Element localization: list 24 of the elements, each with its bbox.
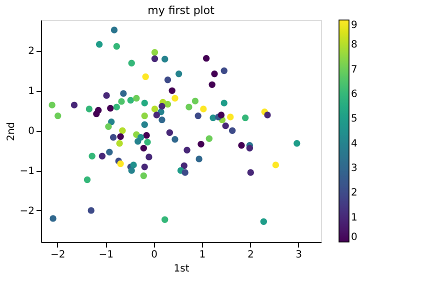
color-bar-label: 1	[351, 212, 358, 224]
color-bar-label: 3	[351, 163, 358, 174]
color-bar-label: 6	[351, 89, 358, 100]
x-tick-label: 3	[296, 250, 302, 260]
x-tick-label: 2	[247, 250, 254, 260]
color-bar-label: 9	[351, 20, 358, 31]
x-tick-label: −2	[50, 250, 66, 260]
color-bar-label: 5	[351, 114, 358, 125]
color-bar-label: 7	[351, 64, 358, 76]
x-tick-label: −1	[98, 250, 114, 260]
x-tick-label: 1	[199, 250, 206, 260]
y-tick-label: −2	[20, 206, 34, 217]
x-tick-label: 0	[151, 250, 158, 260]
color-bar-label: 8	[351, 40, 358, 51]
y-tick-label: 1	[28, 86, 34, 98]
color-bar-label: 0	[351, 232, 358, 243]
chart-title: my first plot	[148, 4, 216, 17]
y-axis-title: 2nd	[6, 122, 17, 142]
y-tick-label: 2	[28, 46, 34, 58]
color-bar-label: 4	[351, 138, 358, 150]
y-tick-label: −1	[20, 166, 34, 178]
x-axis-title: 1st	[174, 264, 190, 274]
y-tick-label: 0	[28, 126, 34, 138]
color-bar-label: 2	[351, 188, 358, 199]
